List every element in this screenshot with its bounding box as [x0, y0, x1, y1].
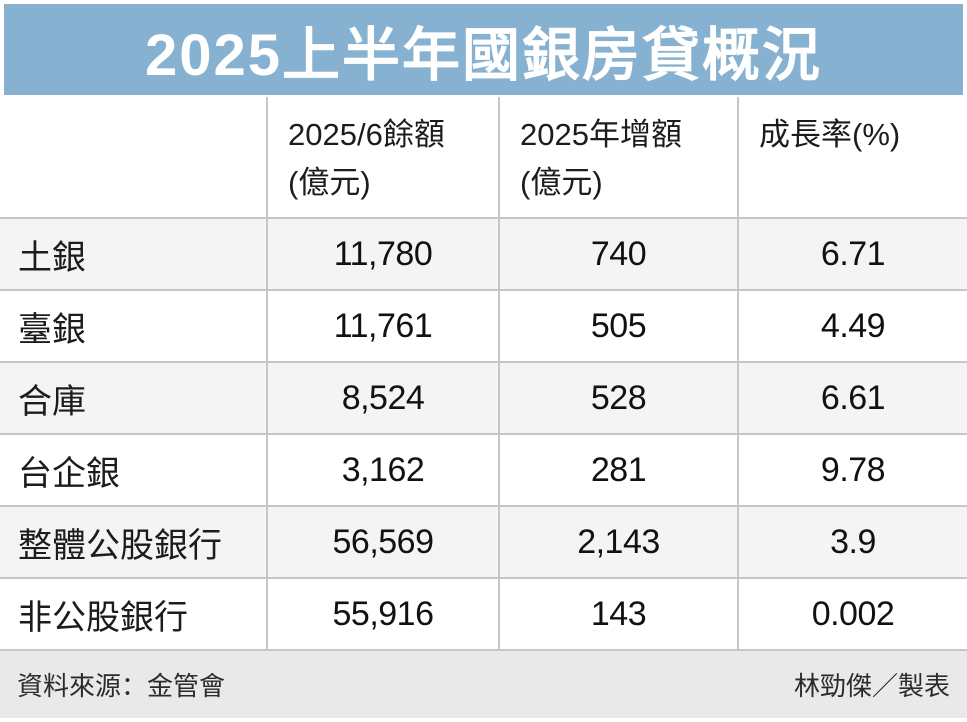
increase-value: 2,143	[498, 507, 737, 577]
increase-value: 143	[498, 579, 737, 649]
table-header-row: 2025/6餘額 (億元) 2025年增額 (億元) 成長率(%)	[0, 97, 967, 219]
header-growth-line1: 成長率(%)	[759, 117, 901, 152]
bank-name: 整體公股銀行	[18, 526, 222, 565]
bank-name: 土銀	[18, 238, 86, 277]
header-balance-line2: (億元)	[288, 165, 371, 200]
balance-value: 11,761	[266, 291, 498, 361]
bank-name: 台企銀	[18, 454, 120, 493]
balance-value: 8,524	[266, 363, 498, 433]
table-row: 合庫 8,524 528 6.61	[0, 363, 967, 435]
table-row: 整體公股銀行 56,569 2,143 3.9	[0, 507, 967, 579]
source-note: 資料來源：金管會	[17, 671, 226, 701]
increase-value: 740	[498, 219, 737, 289]
balance-value: 55,916	[266, 579, 498, 649]
bank-name: 臺銀	[18, 310, 86, 349]
increase-value: 505	[498, 291, 737, 361]
header-balance-line1: 2025/6餘額	[288, 117, 445, 152]
page-title: 2025上半年國銀房貸概況	[144, 22, 823, 88]
credit-note: 林勁傑／製表	[793, 671, 950, 701]
growth-value: 9.78	[737, 435, 967, 505]
mortgage-infographic: 2025上半年國銀房貸概況 2025/6餘額 (億元) 2025年增額 (億元)…	[0, 4, 967, 722]
balance-value: 56,569	[266, 507, 498, 577]
table-row: 臺銀 11,761 505 4.49	[0, 291, 967, 363]
growth-value: 3.9	[737, 507, 967, 577]
balance-value: 3,162	[266, 435, 498, 505]
growth-value: 4.49	[737, 291, 967, 361]
table-row: 非公股銀行 55,916 143 0.002	[0, 579, 967, 651]
header-cell-growth: 成長率(%)	[737, 97, 967, 217]
bank-name: 合庫	[18, 382, 86, 421]
header-cell-balance: 2025/6餘額 (億元)	[266, 97, 498, 217]
bank-name: 非公股銀行	[18, 598, 188, 637]
header-increase-line1: 2025年增額	[520, 117, 682, 152]
balance-value: 11,780	[266, 219, 498, 289]
header-increase-line2: (億元)	[520, 165, 603, 200]
header-cell-blank	[0, 97, 266, 217]
growth-value: 0.002	[737, 579, 967, 649]
header-cell-increase: 2025年增額 (億元)	[498, 97, 737, 217]
growth-value: 6.71	[737, 219, 967, 289]
mortgage-table: 2025/6餘額 (億元) 2025年增額 (億元) 成長率(%) 土銀 11,…	[0, 97, 967, 651]
footer-bar: 資料來源：金管會 林勁傑／製表	[0, 651, 967, 718]
increase-value: 281	[498, 435, 737, 505]
growth-value: 6.61	[737, 363, 967, 433]
table-row: 土銀 11,780 740 6.71	[0, 219, 967, 291]
table-row: 台企銀 3,162 281 9.78	[0, 435, 967, 507]
increase-value: 528	[498, 363, 737, 433]
title-bar: 2025上半年國銀房貸概況	[4, 4, 963, 95]
